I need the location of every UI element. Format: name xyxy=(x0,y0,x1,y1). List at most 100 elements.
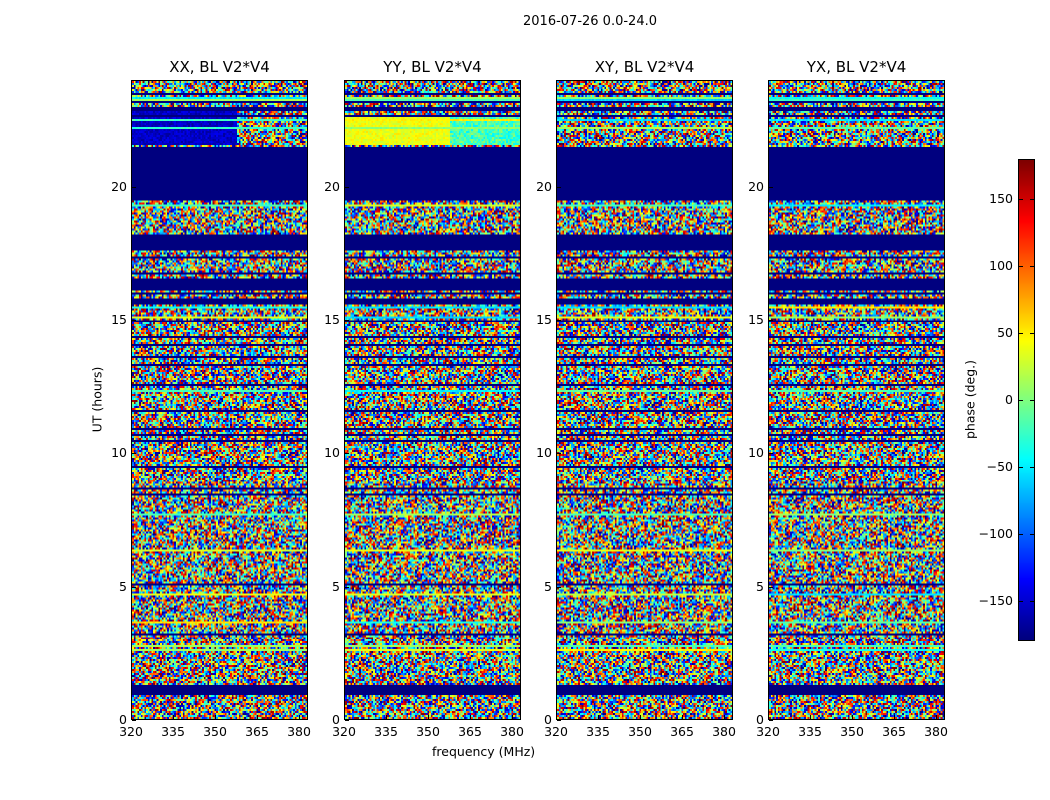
panel-title-yy: YY, BL V2*V4 xyxy=(383,58,482,76)
y-tick-mark xyxy=(769,586,773,588)
x-tick-mark xyxy=(682,715,684,719)
y-tick-label: 0 xyxy=(544,712,552,727)
x-tick-mark xyxy=(598,715,599,719)
x-tick-label: 335 xyxy=(586,724,610,739)
colorbar-tick-label: 50 xyxy=(997,325,1013,341)
colorbar-tick-mark xyxy=(1030,466,1034,468)
y-tick-label: 10 xyxy=(536,445,552,461)
colorbar-tick-label: 100 xyxy=(989,258,1013,274)
y-tick-mark xyxy=(557,186,561,188)
x-tick-label: 350 xyxy=(203,724,227,739)
y-tick-label: 5 xyxy=(119,578,127,594)
x-tick-mark xyxy=(810,715,811,719)
colorbar-tick-mark xyxy=(1030,400,1034,401)
x-tick-label: 350 xyxy=(840,724,864,739)
y-tick-mark xyxy=(557,320,561,321)
colorbar-tick-mark xyxy=(1030,600,1034,602)
y-axis-label: UT (hours) xyxy=(89,366,105,433)
x-tick-label: 350 xyxy=(628,724,652,739)
y-tick-mark xyxy=(557,586,561,588)
y-tick-mark xyxy=(769,186,773,188)
heatmap-cells-xx xyxy=(132,81,307,719)
y-tick-label: 0 xyxy=(332,712,340,727)
colorbar-tick-label: −50 xyxy=(986,458,1013,474)
x-axis-label: frequency (MHz) xyxy=(432,744,536,759)
heatmap-cells-xy xyxy=(557,81,732,719)
y-tick-mark xyxy=(132,186,136,188)
x-tick-label: 320 xyxy=(119,724,143,739)
x-tick-label: 335 xyxy=(798,724,822,739)
x-tick-label: 380 xyxy=(712,724,736,739)
x-tick-mark xyxy=(556,715,557,719)
x-tick-label: 335 xyxy=(374,724,398,739)
x-tick-mark xyxy=(768,715,769,719)
panel-title-xx: XX, BL V2*V4 xyxy=(169,58,270,76)
figure-suptitle: 2016-07-26 0.0-24.0 xyxy=(523,14,657,29)
y-tick-mark xyxy=(345,186,349,188)
x-tick-label: 320 xyxy=(332,724,356,739)
y-tick-mark xyxy=(769,720,773,721)
y-tick-mark xyxy=(132,320,136,321)
x-tick-label: 320 xyxy=(756,724,780,739)
y-tick-label: 20 xyxy=(748,178,764,194)
x-tick-mark xyxy=(173,715,174,719)
colorbar-tick-mark xyxy=(1019,333,1023,335)
x-tick-mark xyxy=(470,715,472,719)
x-tick-mark xyxy=(724,715,726,719)
colorbar-tick-mark xyxy=(1019,466,1023,468)
x-tick-label: 320 xyxy=(544,724,568,739)
y-tick-mark xyxy=(132,720,136,721)
x-tick-label: 380 xyxy=(500,724,524,739)
colorbar-tick-mark xyxy=(1019,533,1023,535)
y-tick-mark xyxy=(769,453,773,455)
colorbar-tick-label: 0 xyxy=(1005,392,1013,407)
y-tick-mark xyxy=(132,586,136,588)
y-tick-mark xyxy=(769,320,773,321)
x-tick-label: 365 xyxy=(458,724,482,739)
y-tick-label: 5 xyxy=(756,578,764,594)
colorbar-tick-mark xyxy=(1030,333,1034,335)
colorbar-tick-mark xyxy=(1019,266,1023,268)
colorbar-tick-mark xyxy=(1019,400,1023,401)
x-tick-mark xyxy=(640,715,642,719)
x-tick-mark xyxy=(852,715,854,719)
panel-title-xy: XY, BL V2*V4 xyxy=(594,58,695,76)
y-tick-label: 15 xyxy=(748,312,764,327)
colorbar-gradient xyxy=(1019,160,1034,640)
heatmap-panel-xy xyxy=(556,80,733,720)
y-tick-mark xyxy=(557,453,561,455)
x-tick-mark xyxy=(257,715,259,719)
heatmap-panel-xx xyxy=(131,80,308,720)
x-tick-mark xyxy=(512,715,514,719)
x-tick-label: 365 xyxy=(670,724,694,739)
heatmap-cells-yy xyxy=(345,81,520,719)
y-tick-label: 15 xyxy=(536,312,552,327)
colorbar xyxy=(1018,159,1035,641)
colorbar-tick-mark xyxy=(1030,533,1034,535)
y-tick-mark xyxy=(345,720,349,721)
x-tick-mark xyxy=(215,715,217,719)
colorbar-tick-label: 150 xyxy=(989,191,1013,207)
x-tick-label: 365 xyxy=(245,724,269,739)
y-tick-label: 0 xyxy=(756,712,764,727)
y-tick-label: 5 xyxy=(544,578,552,594)
y-tick-mark xyxy=(345,320,349,321)
colorbar-tick-label: −150 xyxy=(978,592,1013,608)
x-tick-mark xyxy=(428,715,430,719)
x-tick-label: 350 xyxy=(416,724,440,739)
colorbar-tick-mark xyxy=(1030,266,1034,268)
heatmap-cells-yx xyxy=(769,81,944,719)
x-tick-mark xyxy=(344,715,345,719)
heatmap-panel-yy xyxy=(344,80,521,720)
x-tick-mark xyxy=(131,715,132,719)
panel-title-yx: YX, BL V2*V4 xyxy=(806,58,907,76)
colorbar-tick-mark xyxy=(1030,199,1034,201)
colorbar-tick-mark xyxy=(1019,199,1023,201)
y-tick-mark xyxy=(345,453,349,455)
heatmap-panel-yx xyxy=(768,80,945,720)
y-tick-label: 10 xyxy=(111,445,127,461)
x-tick-label: 365 xyxy=(882,724,906,739)
y-tick-label: 10 xyxy=(324,445,340,461)
y-tick-label: 10 xyxy=(748,445,764,461)
